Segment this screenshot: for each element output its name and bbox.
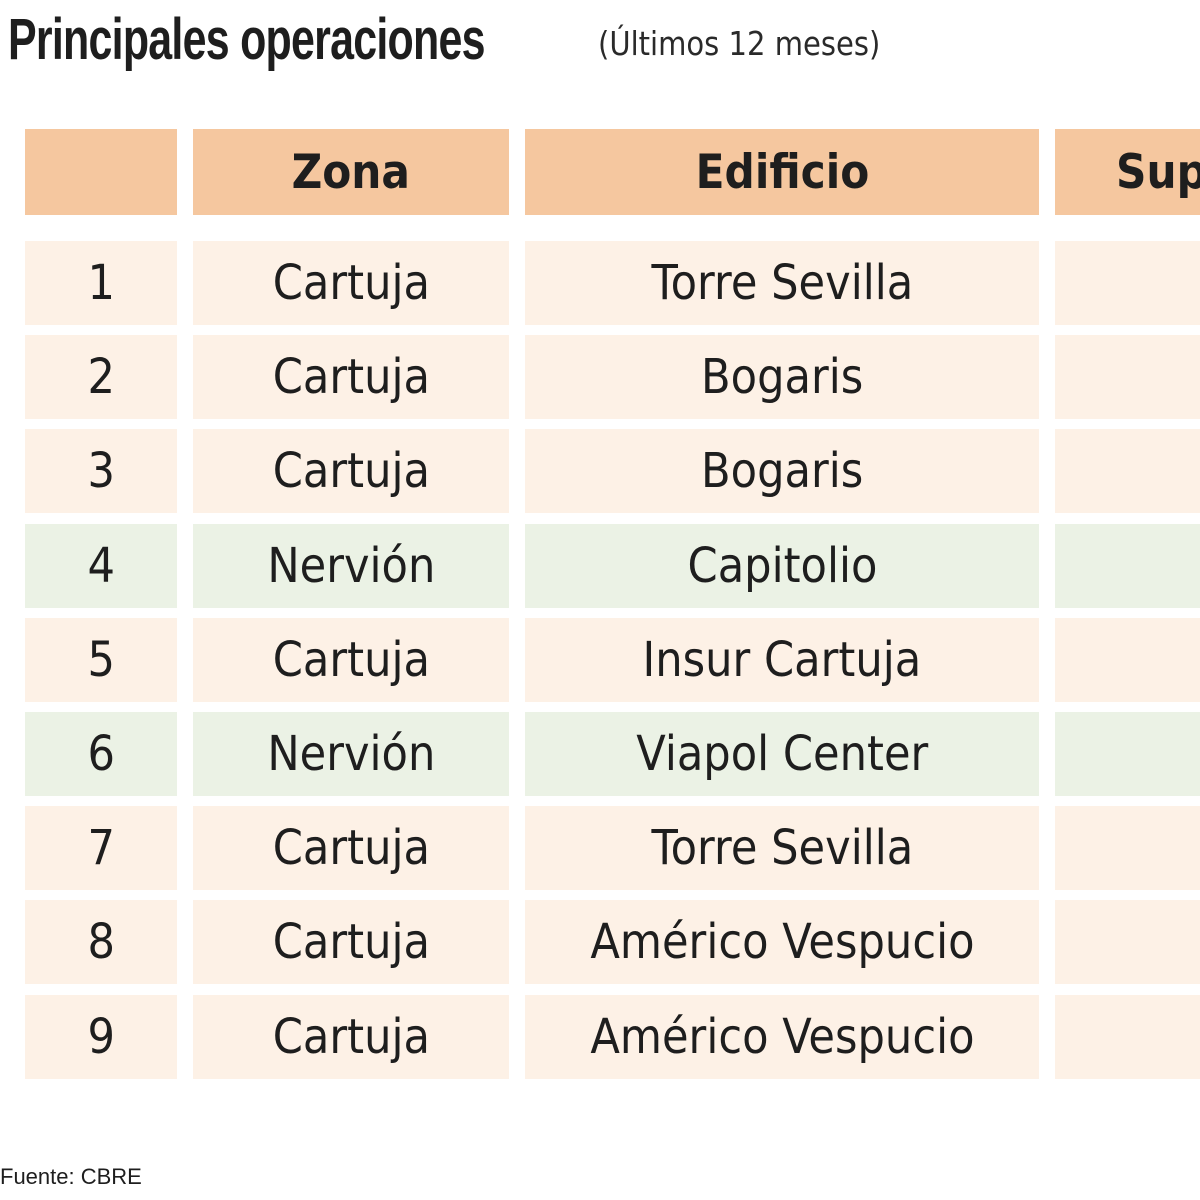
edificio-cell: Bogaris [525, 429, 1039, 513]
edificio-text: Capitolio [687, 538, 877, 594]
superficie-cell [1055, 900, 1200, 984]
rank-text: 2 [87, 349, 115, 405]
rank-text: 1 [87, 255, 115, 311]
zona-text: Cartuja [272, 914, 430, 970]
rank-cell: 5 [25, 618, 177, 702]
rank-cell: 1 [25, 241, 177, 325]
edificio-cell: Torre Sevilla [525, 241, 1039, 325]
header-label: Sup [1116, 144, 1200, 200]
superficie-cell [1055, 429, 1200, 513]
header-cell-rank [25, 129, 177, 215]
zona-text: Nervión [266, 538, 436, 594]
rank-cell: 9 [25, 995, 177, 1079]
edificio-cell: Insur Cartuja [525, 618, 1039, 702]
edificio-cell: Torre Sevilla [525, 806, 1039, 890]
zona-text: Cartuja [272, 820, 430, 876]
superficie-cell [1055, 806, 1200, 890]
edificio-text: Torre Sevilla [651, 255, 913, 311]
zona-text: Nervión [266, 726, 436, 782]
header-cell-zona: Zona [193, 129, 509, 215]
rank-cell: 2 [25, 335, 177, 419]
zona-text: Cartuja [272, 632, 430, 688]
header-label: Zona [291, 144, 411, 200]
zona-cell: Cartuja [193, 241, 509, 325]
header-cell-edificio: Edificio [525, 129, 1039, 215]
edificio-text: Torre Sevilla [651, 820, 913, 876]
superficie-cell [1055, 241, 1200, 325]
edificio-text: Viapol Center [635, 726, 929, 782]
rank-text: 7 [87, 820, 115, 876]
rank-text: 4 [87, 538, 115, 594]
rank-cell: 3 [25, 429, 177, 513]
header-cell-sup: Sup [1055, 129, 1200, 215]
rank-text: 5 [87, 632, 115, 688]
zona-cell: Cartuja [193, 618, 509, 702]
page-title: Principales operaciones [8, 7, 486, 72]
edificio-text: Bogaris [700, 443, 864, 499]
zona-text: Cartuja [272, 443, 430, 499]
superficie-cell [1055, 712, 1200, 796]
edificio-text: Américo Vespucio [589, 914, 975, 970]
zona-text: Cartuja [272, 1009, 430, 1065]
superficie-cell [1055, 995, 1200, 1079]
zona-cell: Cartuja [193, 900, 509, 984]
edificio-cell: Viapol Center [525, 712, 1039, 796]
rank-cell: 4 [25, 524, 177, 608]
superficie-cell [1055, 335, 1200, 419]
edificio-cell: Capitolio [525, 524, 1039, 608]
rank-cell: 7 [25, 806, 177, 890]
zona-cell: Nervión [193, 524, 509, 608]
superficie-cell [1055, 524, 1200, 608]
rank-text: 8 [87, 914, 115, 970]
edificio-text: Bogaris [700, 349, 864, 405]
zona-cell: Cartuja [193, 806, 509, 890]
rank-text: 3 [87, 443, 115, 499]
zona-text: Cartuja [272, 349, 430, 405]
edificio-text: Insur Cartuja [642, 632, 922, 688]
edificio-text: Américo Vespucio [589, 1009, 975, 1065]
source-note: Fuente: CBRE [0, 1164, 142, 1189]
rank-text: 9 [87, 1009, 115, 1065]
title-row: Principales operaciones [8, 6, 652, 76]
rank-text: 6 [87, 726, 115, 782]
zona-cell: Cartuja [193, 429, 509, 513]
zona-cell: Nervión [193, 712, 509, 796]
rank-cell: 6 [25, 712, 177, 796]
page-subtitle: (Últimos 12 meses) [598, 24, 881, 63]
zona-cell: Cartuja [193, 995, 509, 1079]
rank-cell: 8 [25, 900, 177, 984]
superficie-cell [1055, 618, 1200, 702]
zona-text: Cartuja [272, 255, 430, 311]
header-label: Edificio [695, 144, 869, 200]
edificio-cell: Américo Vespucio [525, 900, 1039, 984]
edificio-cell: Bogaris [525, 335, 1039, 419]
edificio-cell: Américo Vespucio [525, 995, 1039, 1079]
zona-cell: Cartuja [193, 335, 509, 419]
